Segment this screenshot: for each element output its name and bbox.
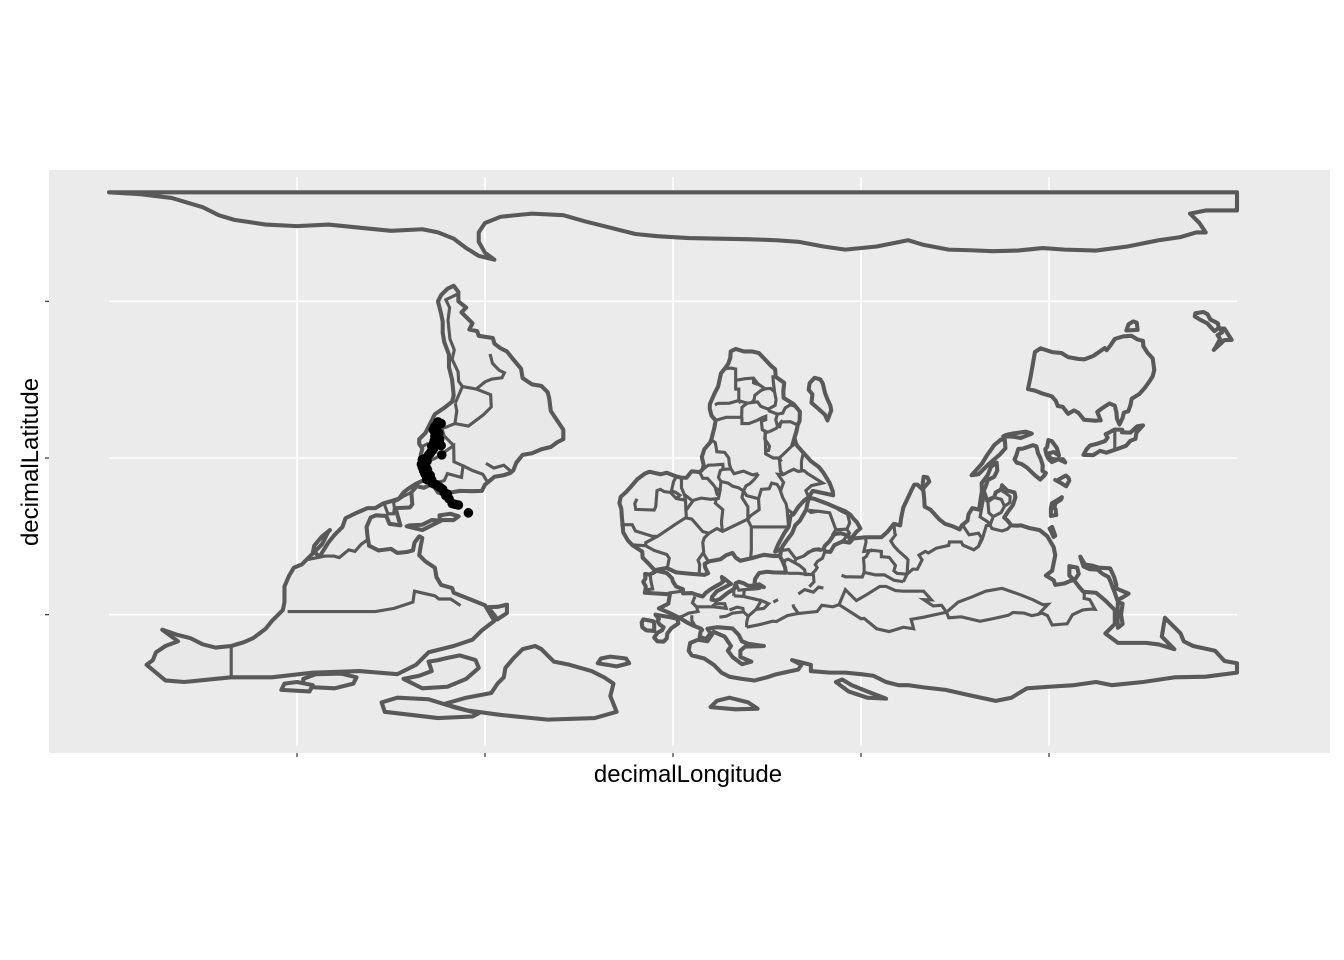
- land-great-britain: [652, 612, 681, 644]
- land-antarctica: [106, 190, 1240, 262]
- land-mindanao: [1053, 473, 1072, 489]
- land-java: [1001, 429, 1034, 440]
- x-axis-title: decimalLongitude: [594, 761, 782, 788]
- occurrence-point: [441, 490, 451, 501]
- land-madagascar: [806, 375, 834, 423]
- land-iceland: [595, 654, 632, 669]
- land-newfoundland: [486, 602, 509, 622]
- occurrence-point: [463, 508, 474, 518]
- land-new-zealand-south: [1192, 309, 1221, 334]
- land-victoria-island: [301, 671, 359, 691]
- land-sumatra: [969, 437, 1008, 478]
- occurrence-point: [436, 440, 446, 451]
- occurrence-points: [416, 417, 474, 518]
- land-novaya-zemlya: [833, 677, 889, 701]
- country-borders: [229, 293, 1117, 677]
- land-svalbard: [708, 695, 760, 712]
- land-hispaniola: [437, 511, 461, 523]
- land-banks-island: [279, 679, 315, 694]
- land-ireland: [639, 617, 657, 633]
- land-sakhalin: [1115, 600, 1125, 630]
- land-sri-lanka: [920, 474, 932, 491]
- land-eurasia: [641, 460, 1240, 703]
- land-cuba: [404, 518, 444, 533]
- land-japan: [1078, 554, 1131, 603]
- land-south-america: [417, 283, 566, 498]
- land-greenland: [442, 643, 619, 722]
- land-borneo: [1012, 443, 1048, 482]
- world-basemap: [106, 190, 1240, 722]
- land-africa: [617, 346, 836, 577]
- land-ellesmere-island: [379, 695, 481, 721]
- axis-ticks: [45, 300, 1050, 757]
- land-tasmania: [1124, 319, 1140, 333]
- land-taiwan: [1047, 524, 1058, 539]
- occurrence-point: [453, 500, 464, 510]
- land-sulawesi: [1043, 438, 1068, 465]
- land-australia: [1025, 333, 1157, 427]
- occurrence-point: [436, 450, 447, 460]
- land-baffin-island: [401, 653, 481, 691]
- land-philippines: [1048, 495, 1064, 519]
- y-axis-title: decimalLatitude: [17, 378, 44, 546]
- occurrence-point: [430, 421, 440, 432]
- land-new-zealand-north: [1211, 326, 1234, 352]
- land-north-america: [144, 478, 497, 685]
